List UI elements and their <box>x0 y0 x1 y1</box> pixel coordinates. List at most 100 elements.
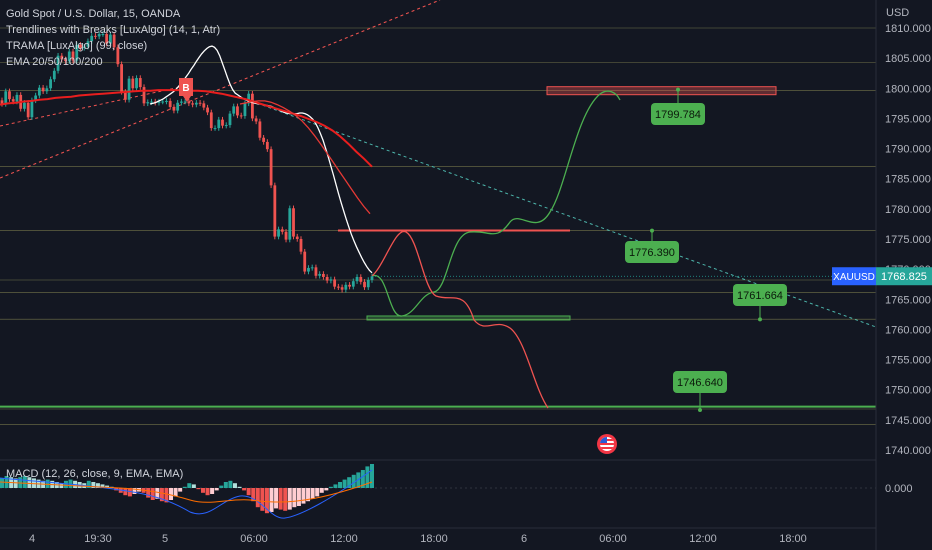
candle-body <box>344 284 348 290</box>
trendline-break <box>0 85 186 127</box>
price-tick-label: 1765.000 <box>885 294 931 306</box>
macd-bar <box>59 483 64 488</box>
candle-body <box>90 35 94 42</box>
candle-body <box>314 267 318 276</box>
candle-body <box>359 276 363 282</box>
candle-body <box>116 47 120 65</box>
macd-bar <box>306 488 311 502</box>
candle-body <box>120 64 123 92</box>
price-tick-label: 1805.000 <box>885 53 931 65</box>
zone-boxes <box>0 86 876 408</box>
candle-body <box>351 281 355 287</box>
time-tick-label: 19:30 <box>84 533 112 545</box>
candle-body <box>206 107 209 113</box>
macd-bar <box>159 488 164 502</box>
candle-body <box>251 93 254 119</box>
flag-stripe <box>600 447 614 449</box>
price-tick-label: 1745.000 <box>885 415 931 427</box>
price-label-text: 1761.664 <box>737 290 783 302</box>
candle-body <box>67 51 71 62</box>
candle-body <box>37 87 41 96</box>
macd-bar <box>191 484 196 488</box>
macd-bar <box>146 488 151 498</box>
macd-bar <box>292 488 297 508</box>
macd-bar <box>155 488 160 499</box>
symbol-title[interactable]: Gold Spot / U.S. Dollar, 15, OANDA <box>6 8 181 20</box>
candle-body <box>179 101 183 103</box>
macd-bar <box>132 488 137 494</box>
candle-body <box>310 267 314 269</box>
macd-bar <box>127 488 132 497</box>
price-tick-label: 1755.000 <box>885 355 931 367</box>
price-tick-label: 1810.000 <box>885 23 931 35</box>
candle-body <box>198 102 202 104</box>
macd-axis-label: 0.000 <box>885 483 913 495</box>
candle-body <box>363 281 366 288</box>
price-label-text: 1776.390 <box>629 247 675 259</box>
macd-bar <box>100 484 105 488</box>
macd-title[interactable]: MACD (12, 26, close, 9, EMA, EMA) <box>6 468 184 480</box>
candle-body <box>71 51 75 61</box>
candle-body <box>239 115 243 117</box>
candle-body <box>228 113 232 126</box>
candle-body <box>329 279 333 281</box>
us-flag-inner <box>600 437 614 451</box>
candle-body <box>8 91 11 100</box>
price-label-box <box>733 284 787 306</box>
price-tick-label: 1785.000 <box>885 174 931 186</box>
macd-bar <box>182 486 187 488</box>
candle-body <box>340 287 344 290</box>
candle-body <box>146 102 150 104</box>
candle-body <box>15 94 19 102</box>
macd-bar <box>315 488 320 497</box>
macd-bar <box>205 488 210 496</box>
macd-bar <box>164 488 169 503</box>
candle-body <box>41 87 45 92</box>
time-tick-label: 12:00 <box>689 533 717 545</box>
macd-bar <box>27 477 32 488</box>
macd-bar <box>342 479 347 488</box>
current-price-badge <box>876 267 932 286</box>
break-marker-shape <box>179 78 193 102</box>
candle-body <box>333 279 337 287</box>
macd-bar <box>338 482 343 488</box>
candle-body <box>23 102 26 109</box>
price-tick-label: 1800.000 <box>885 83 931 95</box>
candle-body <box>280 229 284 232</box>
time-tick-label: 06:00 <box>240 533 268 545</box>
macd-bar <box>0 478 4 488</box>
macd-bar <box>237 486 242 488</box>
macd-bar <box>274 488 279 509</box>
indicator-trama[interactable]: TRAMA [LuxAlgo] (99, close) <box>6 40 148 52</box>
macd-bar <box>287 488 292 510</box>
flag-stripe <box>600 443 614 445</box>
candle-body <box>322 273 325 277</box>
macd-bar <box>223 482 228 488</box>
macd-bar <box>22 476 27 488</box>
bullish-projection <box>371 90 621 317</box>
macd-bar <box>319 488 324 493</box>
price-label-text: 1799.784 <box>655 109 701 121</box>
candle-body <box>49 79 52 89</box>
us-flag-event-icon[interactable] <box>597 434 617 454</box>
candle-body <box>355 276 359 282</box>
macd-bar <box>296 488 301 506</box>
time-tick-label: 5 <box>162 533 168 545</box>
indicator-trendlines[interactable]: Trendlines with Breaks [LuxAlgo] (14, 1,… <box>6 24 221 36</box>
candle-body <box>303 251 307 272</box>
candle-body <box>142 87 146 104</box>
candle-body <box>4 91 8 104</box>
macd-bar <box>264 488 269 514</box>
indicator-ema[interactable]: EMA 20/50/100/200 <box>6 56 103 68</box>
candle-body <box>277 229 280 237</box>
price-label-dot <box>650 228 654 233</box>
macd-bar <box>310 488 315 499</box>
candle-body <box>123 91 127 100</box>
macd-bar <box>210 488 215 494</box>
macd-bar <box>105 485 110 488</box>
time-tick-label: 12:00 <box>330 533 358 545</box>
candle-body <box>135 78 138 89</box>
macd-bar <box>214 488 219 491</box>
time-tick-label: 18:00 <box>779 533 807 545</box>
